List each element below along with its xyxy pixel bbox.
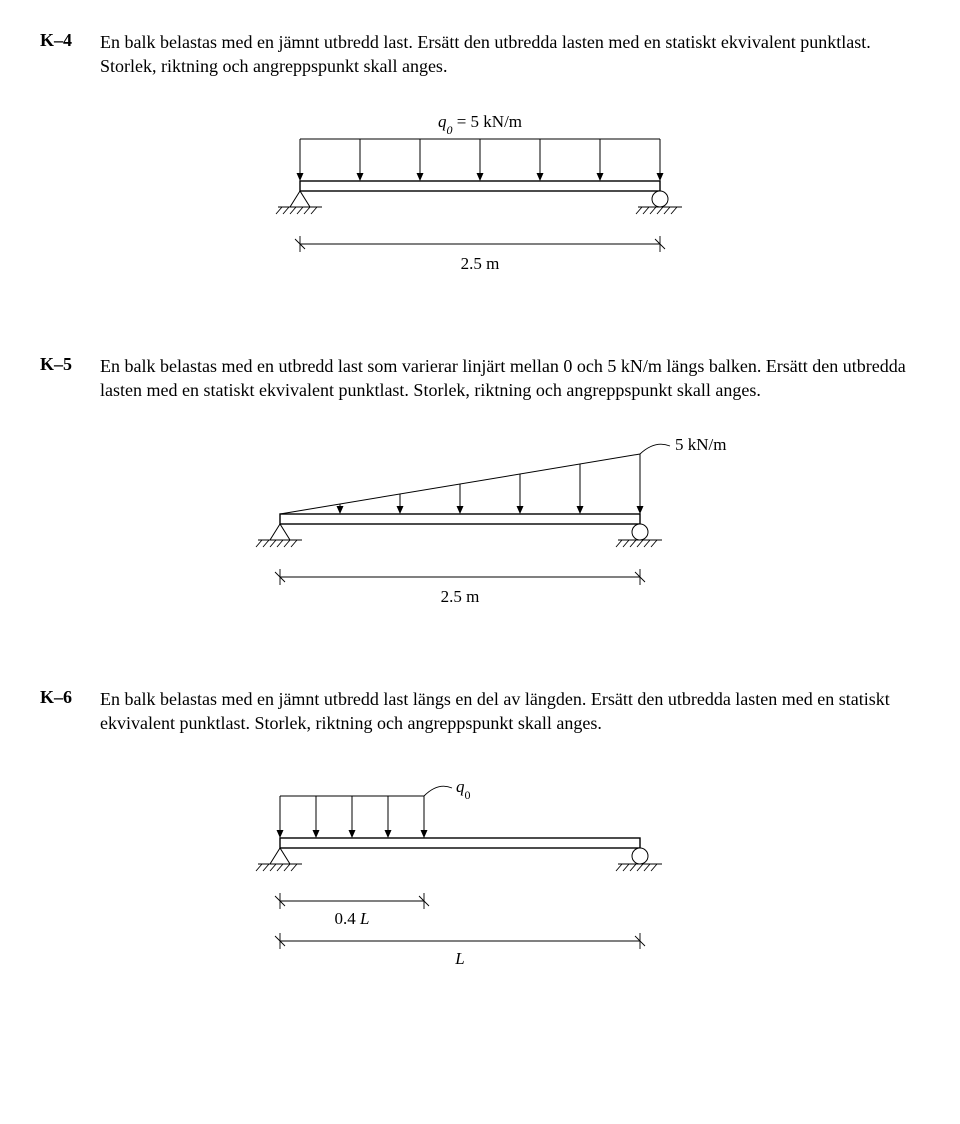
svg-text:L: L	[454, 949, 464, 968]
problem-body-k6: En balk belastas med en jämnt utbredd la…	[100, 687, 920, 736]
problem-label-k5: K–5	[40, 354, 100, 375]
diagram-k6: q0	[200, 756, 760, 986]
problem-body-k5: En balk belastas med en utbredd last som…	[100, 354, 920, 403]
diagram-k5: 5 kN/m	[200, 422, 760, 632]
svg-text:0.4 L: 0.4 L	[335, 909, 370, 928]
figure-k5: 5 kN/m	[40, 422, 920, 637]
problem-k4: K–4 En balk belastas med en jämnt utbred…	[40, 30, 920, 304]
figure-k6: q0	[40, 756, 920, 991]
svg-text:q0 = 5 kN/m: q0 = 5 kN/m	[438, 112, 522, 137]
problem-k6: K–6 En balk belastas med en jämnt utbred…	[40, 687, 920, 991]
problem-text-k4: K–4 En balk belastas med en jämnt utbred…	[40, 30, 920, 79]
problem-label-k4: K–4	[40, 30, 100, 51]
problem-k5: K–5 En balk belastas med en utbredd last…	[40, 354, 920, 638]
problem-text-k6: K–6 En balk belastas med en jämnt utbred…	[40, 687, 920, 736]
problem-text-k5: K–5 En balk belastas med en utbredd last…	[40, 354, 920, 403]
svg-text:q0: q0	[456, 777, 471, 802]
svg-text:5 kN/m: 5 kN/m	[675, 435, 726, 454]
figure-k4: q0 = 5 kN/m	[40, 99, 920, 304]
problem-label-k6: K–6	[40, 687, 100, 708]
problem-body-k4: En balk belastas med en jämnt utbredd la…	[100, 30, 920, 79]
svg-text:2.5 m: 2.5 m	[461, 254, 500, 273]
svg-text:2.5 m: 2.5 m	[441, 587, 480, 606]
diagram-k4: q0 = 5 kN/m	[220, 99, 740, 299]
